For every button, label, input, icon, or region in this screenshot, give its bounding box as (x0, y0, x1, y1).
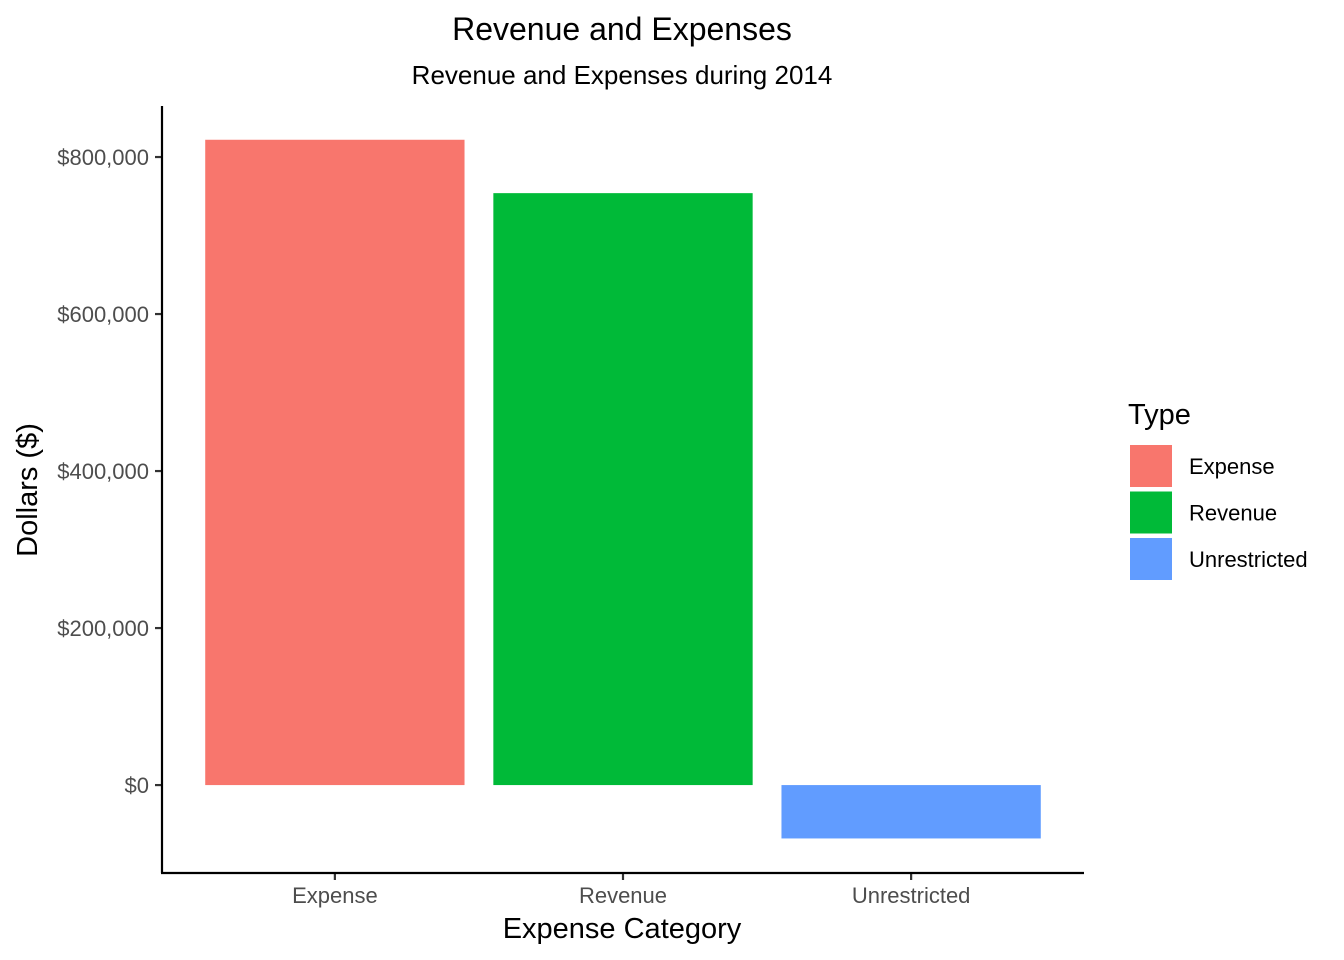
legend-key-expense (1128, 443, 1174, 489)
legend-label-unrestricted: Unrestricted (1189, 547, 1308, 572)
bar-revenue (493, 193, 753, 786)
legend: Type Expense Revenue Unrestricted (1128, 399, 1308, 582)
legend-key-unrestricted (1128, 536, 1174, 582)
y-tick-label: $600,000 (57, 302, 149, 327)
legend-title: Type (1128, 399, 1191, 431)
bar-group (205, 139, 1041, 839)
x-axis-ticks: Expense Revenue Unrestricted (292, 873, 970, 908)
legend-label-revenue: Revenue (1189, 501, 1277, 526)
y-tick-label: $400,000 (57, 459, 149, 484)
y-tick-label: $200,000 (57, 616, 149, 641)
chart-subtitle: Revenue and Expenses during 2014 (412, 60, 833, 90)
bar-unrestricted (781, 785, 1041, 839)
x-axis-title: Expense Category (503, 913, 742, 945)
x-tick-label-unrestricted: Unrestricted (852, 883, 971, 908)
legend-label-expense: Expense (1189, 454, 1275, 479)
y-axis-title: Dollars ($) (12, 423, 44, 557)
x-tick-label-expense: Expense (292, 883, 378, 908)
x-tick-label-revenue: Revenue (579, 883, 667, 908)
y-axis-ticks: $0 $200,000 $400,000 $600,000 $800,000 (57, 145, 162, 798)
y-tick-label: $0 (125, 773, 149, 798)
bar-expense (205, 139, 465, 786)
y-tick-label: $800,000 (57, 145, 149, 170)
chart-title: Revenue and Expenses (452, 11, 792, 47)
legend-key-revenue (1128, 489, 1174, 536)
